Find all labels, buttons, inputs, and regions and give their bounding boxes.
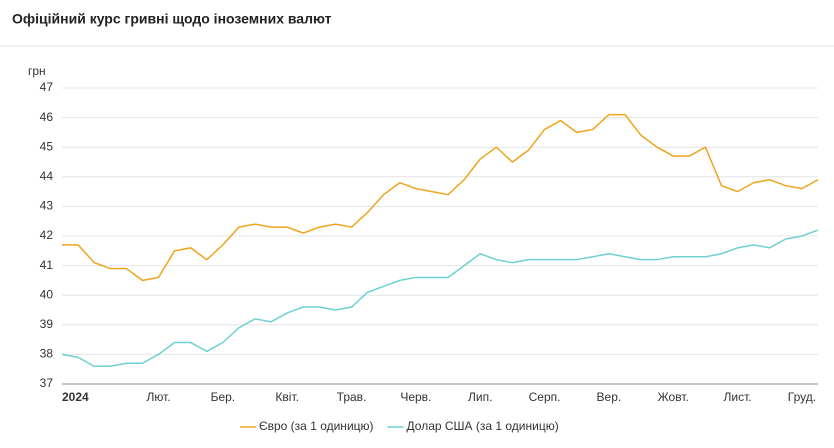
y-tick-label: 44 bbox=[40, 169, 54, 183]
y-tick-label: 41 bbox=[40, 258, 54, 272]
x-tick-label: Серп. bbox=[529, 390, 561, 404]
x-tick-label: Квіт. bbox=[275, 390, 299, 404]
legend-label: Євро (за 1 одиницю) bbox=[259, 419, 374, 433]
series-line bbox=[62, 113, 819, 282]
x-tick-label: 2024 bbox=[62, 390, 89, 404]
y-axis-label: грн bbox=[28, 64, 46, 78]
y-tick-label: 43 bbox=[40, 199, 54, 213]
y-tick-label: 45 bbox=[40, 139, 54, 153]
y-tick-label: 40 bbox=[40, 287, 54, 301]
y-tick-label: 42 bbox=[40, 228, 54, 242]
y-tick-label: 46 bbox=[40, 110, 54, 124]
x-tick-label: Лип. bbox=[468, 390, 492, 404]
x-tick-label: Лют. bbox=[146, 390, 170, 404]
x-tick-label: Бер. bbox=[211, 390, 236, 404]
y-tick-label: 39 bbox=[40, 317, 54, 331]
y-tick-label: 38 bbox=[40, 347, 54, 361]
legend-label: Долар США (за 1 одиницю) bbox=[407, 419, 559, 433]
y-tick-label: 37 bbox=[40, 376, 54, 390]
x-tick-label: Лист. bbox=[724, 390, 752, 404]
series-line bbox=[61, 229, 819, 367]
x-tick-label: Вер. bbox=[597, 390, 622, 404]
x-tick-label: Груд. bbox=[788, 390, 816, 404]
chart-title: Офіційний курс гривні щодо іноземних вал… bbox=[12, 11, 332, 27]
y-tick-label: 47 bbox=[40, 80, 54, 94]
x-tick-label: Жовт. bbox=[658, 390, 689, 404]
x-tick-label: Черв. bbox=[400, 390, 431, 404]
x-tick-label: Трав. bbox=[337, 390, 367, 404]
